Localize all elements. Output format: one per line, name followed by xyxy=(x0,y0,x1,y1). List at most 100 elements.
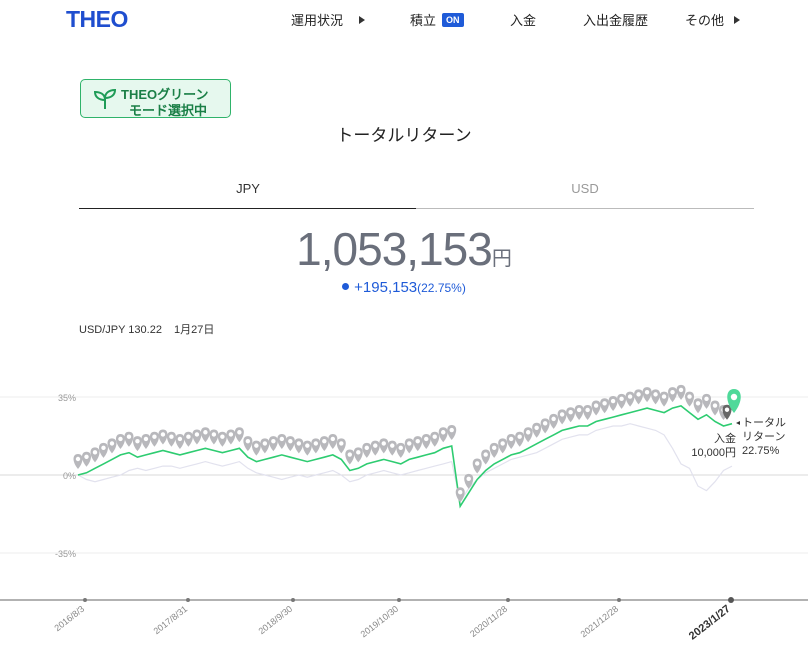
deposit-marker[interactable] xyxy=(498,438,508,454)
deposit-marker[interactable] xyxy=(574,404,584,420)
deposit-marker[interactable] xyxy=(651,389,661,405)
deposit-marker[interactable] xyxy=(353,447,363,463)
deposit-marker[interactable] xyxy=(175,433,185,449)
deposit-marker[interactable] xyxy=(73,454,83,469)
deposit-marker[interactable] xyxy=(693,398,703,414)
deposit-marker[interactable] xyxy=(523,427,533,443)
deposit-marker[interactable] xyxy=(362,442,372,458)
deposit-marker[interactable] xyxy=(192,429,202,445)
nav-other-label: その他 xyxy=(685,13,725,28)
green-mode-badge[interactable]: THEOグリーン モード選択中 xyxy=(80,79,231,118)
deposit-marker[interactable] xyxy=(81,451,91,467)
deposit-marker[interactable] xyxy=(302,440,312,456)
deposit-marker[interactable] xyxy=(676,384,686,400)
deposit-marker[interactable] xyxy=(557,409,567,425)
deposit-marker[interactable] xyxy=(285,436,295,452)
deposit-marker[interactable] xyxy=(90,447,100,463)
deposit-marker[interactable] xyxy=(115,433,125,449)
deposit-marker[interactable] xyxy=(447,425,457,441)
deposit-marker[interactable] xyxy=(625,391,635,407)
x-tick-label: 2020/11/28 xyxy=(468,604,509,639)
deposit-marker[interactable] xyxy=(132,436,142,452)
deposit-marker[interactable] xyxy=(251,440,261,456)
deposit-marker[interactable] xyxy=(702,393,712,409)
deposit-marker[interactable] xyxy=(515,431,525,447)
deposit-marker[interactable] xyxy=(464,473,474,489)
deposit-marker[interactable] xyxy=(370,440,380,456)
deposit-marker[interactable] xyxy=(396,442,406,458)
nav-portfolio-status[interactable]: 運用状況 xyxy=(291,10,366,29)
theo-logo[interactable]: THEO xyxy=(66,6,128,32)
chevron-right-icon xyxy=(734,15,741,24)
deposit-marker[interactable] xyxy=(583,404,593,420)
y-tick-label: 0% xyxy=(63,471,76,481)
deposit-marker[interactable] xyxy=(668,387,678,403)
deposit-marker[interactable] xyxy=(277,433,287,449)
deposit-marker[interactable] xyxy=(200,427,210,443)
deposit-marker[interactable] xyxy=(294,438,304,454)
deposit-marker[interactable] xyxy=(98,442,108,458)
deposit-marker[interactable] xyxy=(413,436,423,452)
deposit-marker[interactable] xyxy=(659,391,669,407)
deposit-marker[interactable] xyxy=(685,391,695,407)
deposit-marker[interactable] xyxy=(260,438,270,454)
deposit-marker[interactable] xyxy=(566,407,576,423)
deposit-marker[interactable] xyxy=(481,449,491,465)
deposit-label: 入金 10,000円 xyxy=(680,432,736,460)
deposit-marker[interactable] xyxy=(540,418,550,434)
deposit-marker[interactable] xyxy=(234,427,244,443)
deposit-marker[interactable] xyxy=(328,433,338,449)
nav-transaction-history[interactable]: 入出金履歴 xyxy=(583,10,648,29)
deposit-marker[interactable] xyxy=(608,396,618,412)
latest-deposit-marker[interactable] xyxy=(722,404,732,420)
deposit-marker[interactable] xyxy=(404,438,414,454)
deposit-marker[interactable] xyxy=(642,387,652,403)
nav-other[interactable]: その他 xyxy=(685,10,741,29)
deposit-marker[interactable] xyxy=(379,438,389,454)
deposit-marker[interactable] xyxy=(430,431,440,447)
deposit-marker[interactable] xyxy=(617,393,627,409)
deposit-marker[interactable] xyxy=(455,487,465,503)
deposit-marker[interactable] xyxy=(710,400,720,416)
deposit-marker[interactable] xyxy=(634,389,644,405)
deposit-marker[interactable] xyxy=(387,440,397,456)
deposit-marker[interactable] xyxy=(268,436,278,452)
deposit-marker[interactable] xyxy=(226,429,236,445)
deposit-marker[interactable] xyxy=(166,431,176,447)
tab-jpy[interactable]: JPY xyxy=(79,181,417,209)
deposit-marker[interactable] xyxy=(600,398,610,414)
deposit-marker[interactable] xyxy=(107,438,117,454)
deposit-marker[interactable] xyxy=(124,431,134,447)
deposit-marker[interactable] xyxy=(336,438,346,454)
current-return-marker[interactable] xyxy=(727,389,741,413)
deposit-marker[interactable] xyxy=(158,429,168,445)
x-tick-dot xyxy=(291,598,295,602)
deposit-marker[interactable] xyxy=(217,431,227,447)
deposit-marker[interactable] xyxy=(209,429,219,445)
deposit-marker[interactable] xyxy=(438,427,448,443)
tab-usd[interactable]: USD xyxy=(416,181,754,209)
return-chart[interactable]: 35% 0% -35% 2016/8/3 2017/8/31 2018/9/30 2019/… xyxy=(0,370,808,665)
deposit-marker[interactable] xyxy=(532,422,542,438)
deposit-marker[interactable] xyxy=(472,458,482,474)
deposit-marker[interactable] xyxy=(141,433,151,449)
fx-rate-date: 1月27日 xyxy=(173,324,215,336)
gain-percent: (22.75%) xyxy=(417,281,466,295)
deposit-marker[interactable] xyxy=(243,436,253,452)
deposit-marker[interactable] xyxy=(319,436,329,452)
deposit-marker[interactable] xyxy=(506,433,516,449)
deposit-marker[interactable] xyxy=(421,433,431,449)
deposit-marker[interactable] xyxy=(345,449,355,465)
series-line xyxy=(77,423,733,504)
deposit-marker[interactable] xyxy=(311,438,321,454)
deposit-marker[interactable] xyxy=(183,431,193,447)
chevron-right-icon xyxy=(359,15,366,24)
deposit-marker[interactable] xyxy=(489,442,499,458)
deposit-marker[interactable] xyxy=(591,400,601,416)
nav-savings[interactable]: 積立 ON xyxy=(410,10,464,29)
nav-deposit[interactable]: 入金 xyxy=(510,10,536,29)
fx-rate-value: USD/JPY 130.22 xyxy=(79,324,162,336)
deposit-marker[interactable] xyxy=(549,413,559,429)
deposit-marker[interactable] xyxy=(149,431,159,447)
total-return-label: トータル リターン 22.75% xyxy=(742,416,786,458)
